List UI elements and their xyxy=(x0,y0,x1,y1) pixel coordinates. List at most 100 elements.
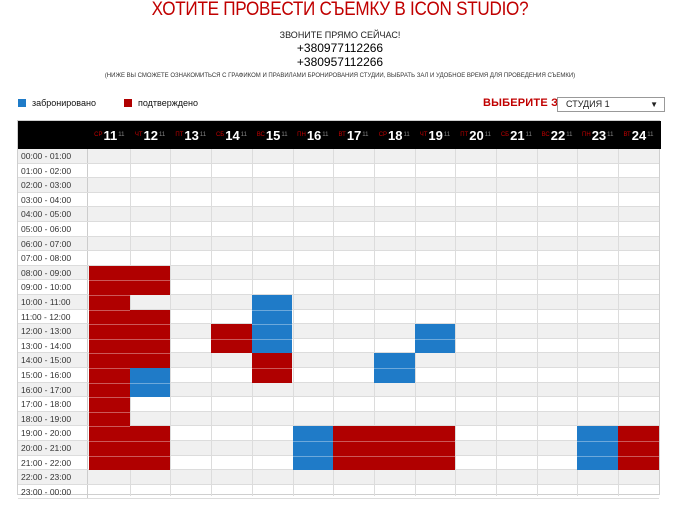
day-header-20[interactable]: ПТ 20 11 xyxy=(455,121,496,149)
booked-label: забронировано xyxy=(32,98,96,108)
column-divider xyxy=(536,149,538,496)
confirmed-slot[interactable] xyxy=(89,265,130,471)
day-of-week: ПН xyxy=(297,132,306,138)
slot-divider xyxy=(414,455,456,457)
phone-number-1[interactable]: +380977112266 xyxy=(296,41,384,55)
time-row: 11:00 - 12:00 xyxy=(18,309,659,325)
time-slot-label: 06:00 - 07:00 xyxy=(18,236,88,251)
slot-divider xyxy=(89,309,130,311)
day-header-12[interactable]: ЧТ 12 11 xyxy=(130,121,171,149)
day-header-15[interactable]: ВС 15 11 xyxy=(252,121,293,149)
slot-divider xyxy=(129,353,171,355)
day-number: 20 xyxy=(469,127,484,143)
confirmed-slot[interactable] xyxy=(414,426,456,471)
day-month: 11 xyxy=(403,132,410,138)
day-of-week: ПТ xyxy=(460,132,469,138)
slot-divider xyxy=(577,455,619,457)
booked-slot[interactable] xyxy=(292,426,334,471)
time-slot-label: 23:00 - 00:00 xyxy=(18,484,88,499)
day-of-week: ЧТ xyxy=(134,132,143,138)
time-slot-label: 11:00 - 12:00 xyxy=(18,309,88,324)
time-slot-label: 13:00 - 14:00 xyxy=(18,338,88,353)
legend-booked: забронировано xyxy=(18,98,96,108)
day-header-16[interactable]: ПН 16 11 xyxy=(293,121,334,149)
day-month: 11 xyxy=(607,132,614,138)
confirmed-slot[interactable] xyxy=(129,309,171,368)
day-header-21[interactable]: СБ 21 11 xyxy=(496,121,537,149)
column-divider xyxy=(170,149,172,496)
time-slot-label: 09:00 - 10:00 xyxy=(18,280,88,294)
column-divider xyxy=(496,149,497,496)
time-slot-label: 10:00 - 11:00 xyxy=(18,295,88,309)
confirmed-slot[interactable] xyxy=(373,426,415,471)
day-header-11[interactable]: СР 11 11 xyxy=(89,121,130,149)
day-header-23[interactable]: ПН 23 11 xyxy=(577,121,618,149)
legend-confirmed: подтверждено xyxy=(123,98,198,108)
time-slot-label: 03:00 - 04:00 xyxy=(18,192,88,207)
day-month: 11 xyxy=(484,132,491,138)
column-divider xyxy=(577,149,579,496)
column-divider xyxy=(414,149,416,496)
day-of-week: ВТ xyxy=(338,132,346,138)
time-row: 17:00 - 18:00 xyxy=(18,397,659,412)
day-header-13[interactable]: ПТ 13 11 xyxy=(170,121,211,149)
time-row: 10:00 - 11:00 xyxy=(18,295,659,310)
day-month: 11 xyxy=(281,132,288,138)
day-of-week: ВС xyxy=(256,132,265,138)
time-slot-label: 04:00 - 05:00 xyxy=(18,207,88,221)
time-slot-label: 15:00 - 16:00 xyxy=(18,368,88,382)
slot-divider xyxy=(577,441,619,442)
time-slot-label: 01:00 - 02:00 xyxy=(18,163,88,178)
slot-divider xyxy=(414,441,456,442)
time-row: 03:00 - 04:00 xyxy=(18,192,659,208)
booked-slot[interactable] xyxy=(129,368,171,398)
day-header-14[interactable]: СБ 14 11 xyxy=(211,121,252,149)
confirmed-slot[interactable] xyxy=(251,353,293,383)
hall-select[interactable]: СТУДИЯ 1 ▼ xyxy=(557,97,665,112)
day-header-18[interactable]: СР 18 11 xyxy=(374,121,415,149)
day-number: 19 xyxy=(428,127,443,143)
day-header-17[interactable]: ВТ 17 11 xyxy=(333,121,374,149)
day-month: 11 xyxy=(199,132,207,138)
booked-slot[interactable] xyxy=(577,426,619,471)
booked-slot[interactable] xyxy=(251,295,293,354)
day-number: 22 xyxy=(550,127,566,143)
day-of-week: СР xyxy=(378,132,388,138)
day-month: 11 xyxy=(362,132,369,138)
day-number: 24 xyxy=(631,127,647,143)
day-header-24[interactable]: ВТ 24 11 xyxy=(618,121,659,149)
booked-swatch xyxy=(18,99,26,107)
day-of-week: СБ xyxy=(215,132,225,138)
booked-slot[interactable] xyxy=(414,324,456,354)
slot-divider xyxy=(129,324,171,326)
confirmed-slot[interactable] xyxy=(129,426,171,471)
legend: забронировано подтверждено xyxy=(18,98,226,108)
time-row: 14:00 - 15:00 xyxy=(18,353,659,368)
time-slot-label: 00:00 - 01:00 xyxy=(18,149,88,163)
time-slot-label: 21:00 - 22:00 xyxy=(18,455,88,470)
column-divider xyxy=(373,149,375,496)
page-title: ХОТИТЕ ПРОВЕСТИ СЪЕМКУ В ICON STUDIO? xyxy=(151,0,529,20)
time-slot-label: 02:00 - 03:00 xyxy=(18,178,88,192)
day-header-19[interactable]: ЧТ 19 11 xyxy=(415,121,456,149)
day-header-22[interactable]: ВС 22 11 xyxy=(537,121,578,149)
confirmed-slot[interactable] xyxy=(333,426,374,471)
slot-divider xyxy=(89,368,130,369)
booked-slot[interactable] xyxy=(373,353,415,383)
time-row: 06:00 - 07:00 xyxy=(18,236,659,252)
confirmed-slot[interactable] xyxy=(129,265,171,295)
slot-divider xyxy=(618,441,659,442)
confirmed-slot[interactable] xyxy=(211,324,252,354)
schedule-header: СР 11 11 ЧТ 12 11 ПТ 13 11 СБ 14 11 ВС 15 11 ПН 16 11 ВТ 17… xyxy=(18,121,661,149)
phone-number-2[interactable]: +380957112266 xyxy=(296,55,384,69)
slot-divider xyxy=(129,382,171,384)
slot-divider xyxy=(129,280,171,282)
time-slot-label: 16:00 - 17:00 xyxy=(18,382,88,397)
confirmed-slot[interactable] xyxy=(618,426,659,471)
slot-divider xyxy=(251,368,293,369)
time-slot-label: 20:00 - 21:00 xyxy=(18,441,88,455)
slot-divider xyxy=(129,441,171,442)
day-number: 21 xyxy=(510,127,525,143)
instructions-note: (НИЖЕ ВЫ СМОЖЕТЕ ОЗНАКОМИТЬСЯ С ГРАФИКОМ… xyxy=(104,73,576,79)
slot-divider xyxy=(129,338,171,340)
